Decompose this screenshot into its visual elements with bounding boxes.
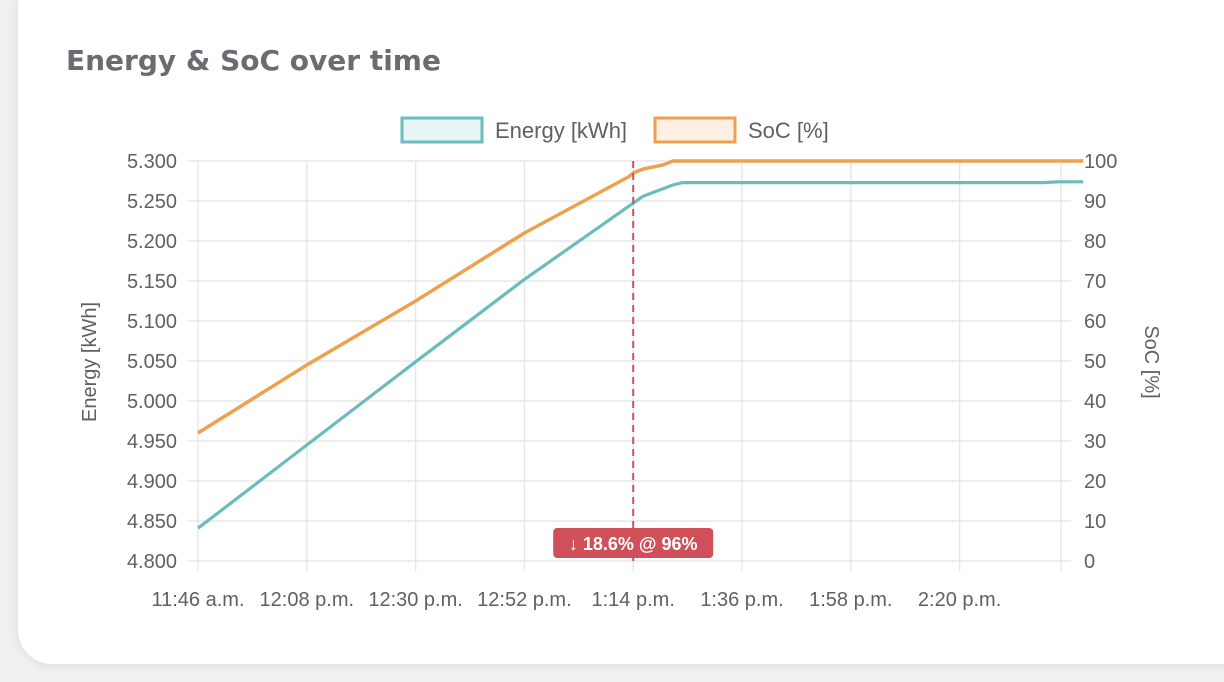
annotation: ↓ 18.6% @ 96%	[553, 161, 714, 561]
chart-grid	[188, 160, 1071, 571]
x-tick-label: 1:14 p.m.	[592, 589, 675, 611]
left-tick-label: 4.850	[127, 511, 177, 533]
series-line	[197, 180, 1084, 530]
left-tick-label: 4.800	[127, 551, 177, 573]
right-tick-label: 20	[1084, 471, 1106, 493]
x-tick-label: 12:52 p.m.	[477, 589, 572, 611]
left-tick-label: 5.150	[127, 271, 177, 293]
x-tick-label: 1:36 p.m.	[700, 589, 783, 611]
left-tick-label: 5.050	[127, 351, 177, 373]
right-tick-label: 40	[1084, 391, 1106, 413]
legend[interactable]: Energy [kWh] SoC [%]	[400, 116, 829, 144]
legend-item[interactable]: Energy [kWh]	[400, 116, 627, 144]
right-tick-label: 70	[1084, 271, 1106, 293]
right-axis-label: SoC [%]	[1140, 325, 1162, 398]
legend-swatch	[400, 116, 484, 144]
left-tick-label: 5.300	[127, 151, 177, 173]
right-tick-label: 60	[1084, 311, 1106, 333]
x-tick-label: 1:58 p.m.	[809, 589, 892, 611]
right-tick-label: 0	[1084, 551, 1095, 573]
right-tick-label: 80	[1084, 231, 1106, 253]
left-axis-ticks: 5.300 5.250 5.200 5.150 5.100 5.050 5.000 4.950…	[127, 151, 177, 573]
legend-swatch	[653, 116, 737, 144]
x-tick-label: 12:08 p.m.	[260, 589, 355, 611]
left-tick-label: 5.200	[127, 231, 177, 253]
right-tick-label: 90	[1084, 191, 1106, 213]
x-tick-label: 11:46 a.m.	[151, 589, 244, 611]
series-lines	[197, 159, 1084, 530]
right-tick-label: 10	[1084, 511, 1106, 533]
legend-item[interactable]: SoC [%]	[653, 116, 829, 144]
right-tick-label: 100	[1084, 151, 1117, 173]
legend-label: SoC [%]	[748, 118, 829, 143]
left-tick-label: 5.250	[127, 191, 177, 213]
left-tick-label: 4.950	[127, 431, 177, 453]
chart-card-title: Energy & SoC over time	[66, 44, 441, 77]
left-axis-label: Energy [kWh]	[79, 302, 101, 422]
annotation-label: ↓ 18.6% @ 96%	[569, 534, 698, 554]
x-tick-label: 2:20 p.m.	[918, 589, 1001, 611]
legend-label: Energy [kWh]	[495, 118, 627, 143]
x-axis-ticks: 11:46 a.m. 12:08 p.m. 12:30 p.m. 12:52 p.m.…	[151, 589, 1001, 611]
x-tick-label: 12:30 p.m.	[368, 589, 463, 611]
left-tick-label: 5.000	[127, 391, 177, 413]
right-tick-label: 30	[1084, 431, 1106, 453]
right-tick-label: 50	[1084, 351, 1106, 373]
series-line	[197, 159, 1084, 435]
left-tick-label: 4.900	[127, 471, 177, 493]
annotation-box	[553, 528, 714, 558]
left-tick-label: 5.100	[127, 311, 177, 333]
